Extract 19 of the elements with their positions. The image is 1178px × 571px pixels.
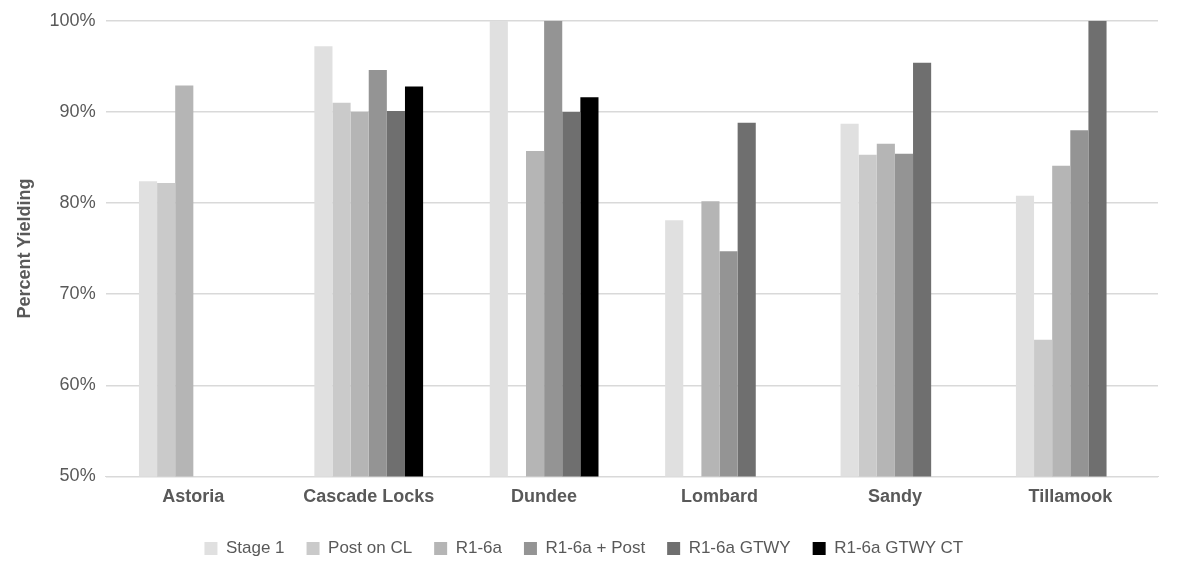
- x-tick-label: Lombard: [681, 486, 759, 507]
- x-tick-label: Cascade Locks: [303, 486, 435, 507]
- y-tick-label: 50%: [59, 465, 96, 486]
- y-tick-label: 80%: [59, 192, 96, 213]
- x-tick-label: Dundee: [511, 486, 578, 507]
- x-tick-label: Tillamook: [1028, 486, 1114, 507]
- legend-label: R1-6a GTWY CT: [834, 538, 964, 558]
- y-axis-title: Percent Yielding: [13, 178, 34, 319]
- y-tick-label: 90%: [59, 100, 96, 121]
- y-tick-label: 100%: [49, 9, 96, 30]
- legend-label: R1-6a GTWY: [688, 538, 791, 558]
- legend-label: Post on CL: [328, 538, 413, 558]
- legend-label: R1-6a + Post: [545, 538, 646, 558]
- x-tick-label: Astoria: [162, 486, 226, 507]
- y-tick-label: 70%: [59, 283, 96, 304]
- legend-label: R1-6a: [455, 538, 503, 558]
- y-tick-label: 60%: [59, 374, 96, 395]
- x-tick-label: Sandy: [867, 486, 922, 507]
- legend-label: Stage 1: [225, 538, 285, 558]
